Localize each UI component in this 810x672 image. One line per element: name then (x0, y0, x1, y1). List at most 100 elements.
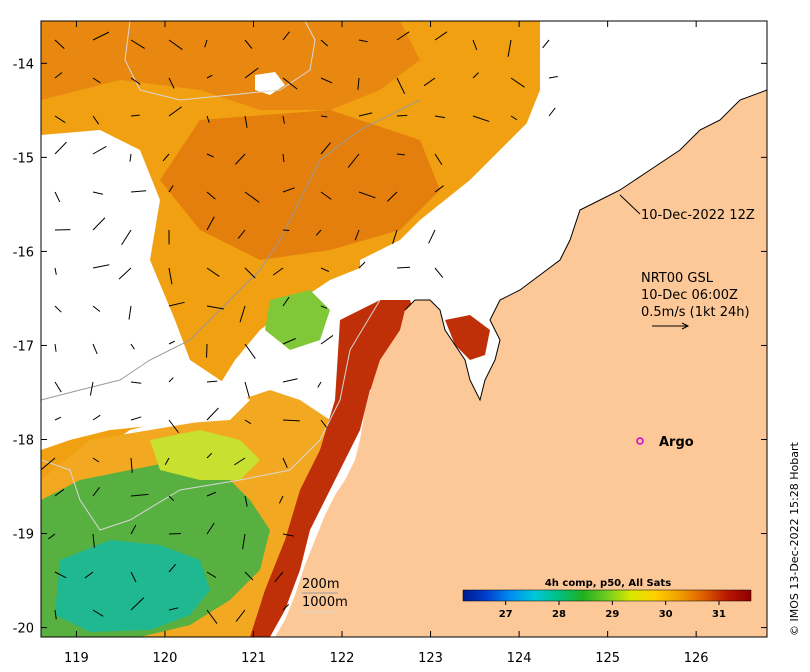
current-vector (282, 229, 290, 232)
sst-field-orange-mid (160, 110, 440, 260)
colorbar: 4h comp, p50, All Sats 27 28 29 30 31 (462, 578, 752, 620)
current-vector (274, 571, 284, 583)
current-vector (130, 416, 142, 421)
current-vector (282, 419, 300, 422)
current-vector (168, 495, 175, 501)
current-vector (130, 343, 135, 350)
cloud-east (360, 21, 767, 300)
current-vector (92, 533, 95, 548)
current-vector (54, 141, 67, 155)
colorbar-tick-label: 27 (499, 609, 513, 620)
sst-time-label: 10-Dec-2022 12Z (641, 208, 755, 223)
current-vector (396, 153, 405, 156)
current-vector (54, 267, 57, 275)
current-scale-arrow-head (681, 322, 690, 330)
current-vector (206, 115, 210, 123)
current-vector (168, 532, 181, 535)
current-vector (206, 609, 218, 624)
current-vector (472, 115, 490, 122)
current-vector (396, 266, 411, 269)
current-vector (130, 571, 137, 583)
current-vector (206, 74, 213, 79)
current-vector (357, 77, 360, 90)
current-vector (358, 261, 366, 269)
current-vector (244, 39, 253, 49)
current-vector (92, 191, 104, 195)
current-vector (162, 153, 170, 162)
lon-tick-label: 123 (418, 651, 443, 666)
current-vector (92, 305, 101, 312)
current-vector (239, 305, 246, 323)
current-vector (234, 457, 246, 466)
current-vector (358, 191, 376, 199)
current-vector (282, 338, 296, 345)
current-vector (168, 185, 174, 193)
current-vector (54, 381, 62, 393)
current-vector (168, 563, 177, 573)
current-vector (235, 153, 246, 165)
current-vector (168, 419, 180, 434)
current-vector (244, 419, 252, 425)
current-vector (282, 296, 290, 307)
current-vector (320, 305, 328, 309)
current-vector (278, 495, 284, 504)
current-vector (354, 229, 360, 241)
current-vector (130, 77, 141, 85)
current-vector (320, 335, 334, 345)
land-mass (275, 90, 767, 637)
lat-tick-label: -18 (13, 434, 34, 449)
current-vector (168, 301, 185, 307)
current-vector (54, 416, 62, 421)
current-vector (130, 114, 140, 117)
map-frame (40, 20, 768, 638)
sst-time-pointer (619, 194, 641, 215)
current-vector (92, 115, 100, 125)
current-vector (244, 267, 256, 279)
current-vector (396, 114, 408, 117)
current-vector (434, 153, 443, 166)
current-vector (320, 77, 333, 84)
current-vector (54, 72, 63, 79)
current-vector (282, 31, 290, 41)
current-vector (315, 229, 322, 236)
lat-tick-label: -14 (13, 57, 34, 72)
contour-200m-north (41, 99, 421, 401)
current-vector (206, 267, 220, 277)
colorbar-tick-label: 29 (605, 609, 619, 620)
sst-cool-yellow-fringe (150, 430, 260, 480)
current-vector (168, 39, 183, 50)
current-vector (92, 145, 107, 155)
current-vector (282, 187, 295, 193)
current-vectors (41, 31, 558, 624)
current-vector (168, 267, 173, 285)
current-vector (244, 495, 248, 507)
current-vector (206, 407, 219, 421)
current-vector (130, 493, 149, 497)
current-vector (396, 31, 410, 41)
current-vector (168, 607, 179, 611)
cloud-small (255, 72, 285, 95)
current-vector (510, 115, 518, 121)
contour-200m-label: 200m (302, 577, 339, 592)
current-vector (282, 378, 298, 383)
sst-hot-gulf (445, 315, 490, 360)
lat-tick-label: -15 (13, 151, 34, 166)
current-vector (130, 39, 145, 49)
colorbar-title: 4h comp, p50, All Sats (545, 578, 671, 589)
credit-text: © IMOS 13-Dec-2022 15:28 Hobart (788, 441, 801, 636)
current-vector (358, 112, 373, 117)
current-vector (428, 229, 436, 244)
current-vector (244, 343, 256, 359)
current-vector (130, 381, 142, 384)
map-area (41, 21, 767, 637)
current-vector (244, 381, 250, 398)
lat-tick-label: -17 (13, 339, 34, 354)
current-vector (206, 153, 214, 158)
current-vector (54, 609, 57, 620)
sst-hot-coastal (250, 300, 420, 637)
current-vector (92, 31, 110, 41)
current-vector (320, 39, 329, 47)
current-vector (54, 343, 57, 352)
current-vector (130, 597, 145, 611)
colorbar-gradient (462, 589, 752, 602)
